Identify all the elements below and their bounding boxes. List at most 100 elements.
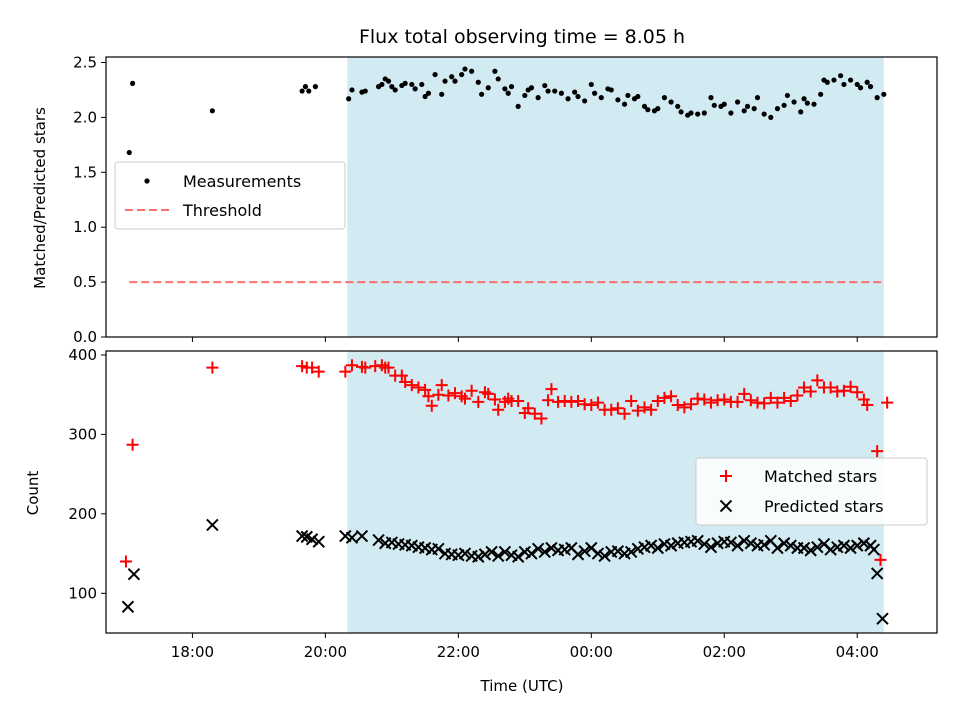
data-point [591, 547, 605, 560]
data-point [425, 90, 432, 96]
data-point [791, 389, 804, 402]
legend-predicted-marker [719, 499, 733, 513]
data-point [744, 394, 757, 407]
legend-top: Measurements Threshold [114, 161, 346, 230]
data-point [592, 90, 598, 96]
data-point [458, 392, 471, 405]
data-point [864, 79, 870, 85]
data-point [511, 550, 525, 563]
data-point [844, 380, 857, 393]
x-tick-label: 02:00 [703, 643, 746, 661]
data-point [385, 78, 392, 84]
data-point [299, 88, 305, 94]
ratio-panel: 0.0 0.5 1.0 1.5 2.0 2.5 Measurements Threshold [73, 53, 938, 346]
y-tick-label: 400 [68, 346, 97, 364]
data-point [591, 396, 604, 409]
data-point [462, 66, 468, 72]
data-point [731, 539, 744, 552]
data-point [492, 403, 505, 416]
data-point [492, 549, 505, 563]
chart-title: Flux total observing time = 8.05 h [359, 26, 685, 48]
data-point [874, 553, 887, 566]
data-point [419, 81, 425, 88]
data-point [346, 96, 352, 102]
data-point [425, 399, 438, 412]
legend-measurements-marker [144, 178, 150, 184]
data-point [771, 396, 784, 409]
data-point [502, 86, 508, 92]
data-point [738, 387, 751, 400]
data-point [804, 385, 817, 398]
data-point [731, 395, 744, 408]
data-point [542, 394, 555, 407]
data-point [492, 68, 498, 74]
data-point [798, 109, 804, 115]
data-point [458, 547, 472, 560]
data-point [312, 84, 319, 90]
data-point [871, 445, 884, 458]
y-tick-label: 100 [68, 584, 97, 602]
x-tick-label: 20:00 [304, 643, 347, 661]
data-point [475, 79, 481, 85]
data-point [422, 390, 435, 403]
data-point [498, 545, 512, 559]
data-point [478, 548, 492, 561]
data-point [698, 537, 711, 551]
data-point [718, 393, 731, 406]
data-point [295, 529, 309, 543]
y-tick-label: 2.0 [73, 108, 97, 126]
data-point [881, 396, 894, 409]
data-point [757, 538, 771, 552]
x-tick-label: 00:00 [570, 643, 613, 661]
series-predicted-stars [121, 518, 889, 625]
count-panel: 100 200 300 400 18:00 20:00 22:00 00:00 02:00 04:… [68, 346, 938, 661]
data-point [302, 84, 309, 90]
data-point [452, 78, 458, 84]
data-point [312, 535, 325, 548]
data-point [758, 397, 771, 410]
data-point [469, 68, 475, 74]
data-point [349, 87, 355, 93]
data-point [797, 541, 811, 555]
data-point [126, 438, 139, 451]
data-point [784, 395, 797, 408]
data-point [522, 402, 535, 415]
data-point [531, 542, 545, 556]
data-point [608, 87, 614, 93]
data-point [645, 107, 651, 113]
legend-matched-label: Matched stars [764, 467, 877, 486]
data-point [754, 95, 761, 101]
data-point [711, 102, 717, 108]
data-point [571, 548, 585, 561]
data-point [412, 381, 425, 394]
bottom-y-axis-label: Count [24, 471, 42, 516]
data-point [701, 110, 707, 116]
data-point [665, 390, 678, 403]
data-point [572, 89, 578, 95]
y-tick-label: 200 [68, 505, 97, 523]
series-measurements [126, 66, 887, 156]
legend-matched-marker [720, 470, 732, 482]
data-point [472, 550, 485, 563]
data-point [209, 108, 215, 114]
data-point [844, 541, 857, 555]
data-point [512, 395, 525, 408]
data-point [495, 76, 501, 82]
data-point [768, 114, 774, 120]
data-point [771, 541, 784, 555]
data-point [704, 541, 718, 554]
x-tick-label: 04:00 [836, 643, 879, 661]
data-point [306, 88, 312, 94]
data-point [698, 393, 711, 406]
data-point [641, 103, 648, 110]
data-point [345, 531, 359, 544]
data-point [545, 88, 551, 94]
data-point [867, 84, 874, 90]
data-point [831, 77, 837, 83]
data-point [442, 389, 455, 402]
data-point [535, 412, 548, 425]
data-point [422, 93, 428, 100]
data-point [465, 384, 478, 397]
data-point [585, 399, 598, 412]
